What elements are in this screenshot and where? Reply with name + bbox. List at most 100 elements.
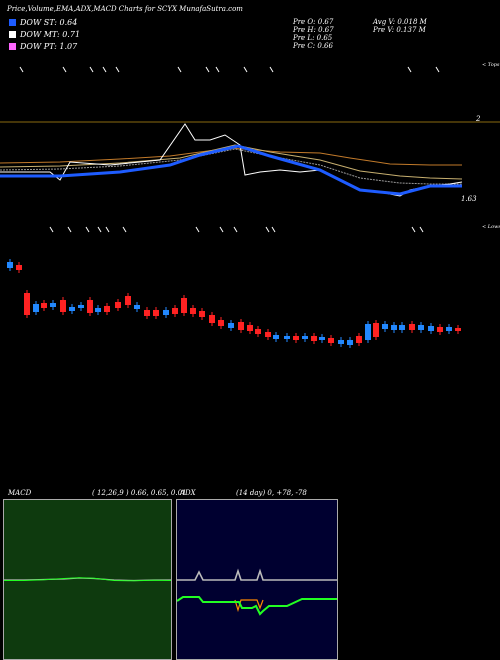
top-marker (205, 66, 210, 73)
candle-body (41, 303, 47, 308)
candle-body (134, 305, 140, 309)
prev-volume: Pre V: 0.137 M (373, 26, 426, 34)
legend-label-dow-st: DOW ST: 0.64 (20, 18, 78, 27)
top-marker (243, 66, 248, 73)
candle-body (265, 332, 271, 337)
low-marker (67, 226, 72, 233)
legend-item-dow-pt: DOW PT: 1.07 (9, 41, 77, 52)
candle-body (144, 310, 150, 316)
low-marker (122, 226, 127, 233)
candle-body (284, 336, 290, 339)
candle-body (446, 327, 452, 331)
top-marker (177, 66, 182, 73)
di-plus-line (177, 596, 337, 616)
macd-label: MACD (8, 489, 32, 497)
top-marker (89, 66, 94, 73)
candle-body (399, 325, 405, 330)
candle-body (87, 300, 93, 313)
candle-body (391, 325, 397, 330)
candle-body (104, 306, 110, 312)
adx-label: ADX (180, 489, 196, 497)
legend-swatch-dow-pt (9, 43, 16, 50)
candle-body (356, 336, 362, 343)
candle-body (382, 324, 388, 329)
candle-body (115, 302, 121, 308)
low-marker (233, 226, 238, 233)
price-line (0, 123, 463, 197)
candle-body (302, 336, 308, 339)
candle-body (209, 315, 215, 323)
low-marker (219, 226, 224, 233)
macd-panel (3, 499, 172, 660)
candle-body (7, 262, 13, 268)
candle-body (273, 335, 279, 339)
legend-swatch-dow-mt (9, 31, 16, 38)
top-marker (269, 66, 274, 73)
low-marker (97, 226, 102, 233)
candle-body (163, 310, 169, 315)
candle-body (69, 307, 75, 311)
legend-label-dow-mt: DOW MT: 0.71 (20, 30, 81, 39)
candle-body (33, 304, 39, 312)
prev-open: Pre O: 0.67 (293, 18, 334, 26)
candle-body (365, 324, 371, 340)
prev-close: Pre C: 0.66 (293, 42, 333, 50)
candle-body (255, 329, 261, 334)
candle-body (181, 298, 187, 313)
top-marker (407, 66, 412, 73)
macd-plot (4, 577, 171, 582)
candle-body (418, 325, 424, 330)
low-marker (411, 226, 416, 233)
price-chart (0, 66, 500, 348)
top-marker (435, 66, 440, 73)
candle-body (373, 323, 379, 337)
candle-body (247, 325, 253, 331)
candle-body (238, 322, 244, 330)
candle-body (50, 303, 56, 307)
legend-label-dow-pt: DOW PT: 1.07 (20, 42, 78, 51)
top-marker (19, 66, 24, 73)
candle-body (455, 328, 461, 331)
candle-body (24, 293, 30, 315)
top-marker (102, 66, 107, 73)
candle-body (218, 320, 224, 326)
legend-swatch-dow-st (9, 19, 16, 26)
candle-body (95, 308, 101, 312)
candle-body (328, 338, 334, 343)
candle-body (347, 340, 353, 345)
di-minus-line (234, 599, 264, 613)
top-marker (115, 66, 120, 73)
candle-body (78, 305, 84, 308)
ema-line-short (0, 148, 462, 185)
adx-panel (176, 499, 338, 660)
candle-body (437, 327, 443, 332)
macd-line (4, 577, 171, 582)
candle-body (60, 300, 66, 312)
dow-st-line (0, 144, 462, 196)
price-level-high: 2 (476, 115, 481, 123)
low-marker (419, 226, 424, 233)
low-marker (265, 226, 270, 233)
adx-params: (14 day) 0, +78, -78 (236, 489, 307, 497)
low-marker (49, 226, 54, 233)
candle-body (172, 308, 178, 314)
legend-item-dow-mt: DOW MT: 0.71 (9, 29, 80, 40)
macd-params: ( 12,26,9 ) 0.66, 0.65, 0.01 (92, 489, 187, 497)
low-marker (271, 226, 276, 233)
candle-body (409, 324, 415, 330)
lows-marker: < Lows (482, 224, 500, 230)
chart-title: Price,Volume,EMA,ADX,MACD Charts for SCY… (7, 5, 243, 13)
candle-body (190, 308, 196, 314)
candle-body (125, 296, 131, 305)
top-marker (215, 66, 220, 73)
low-marker (105, 226, 110, 233)
ema-line-long (0, 147, 462, 166)
candle-body (16, 265, 22, 270)
legend-item-dow-st: DOW ST: 0.64 (9, 17, 77, 28)
candle-body (293, 336, 299, 340)
candle-body (153, 310, 159, 316)
prev-low: Pre L: 0.65 (293, 34, 333, 42)
adx-line (177, 568, 337, 581)
candle-body (311, 336, 317, 341)
